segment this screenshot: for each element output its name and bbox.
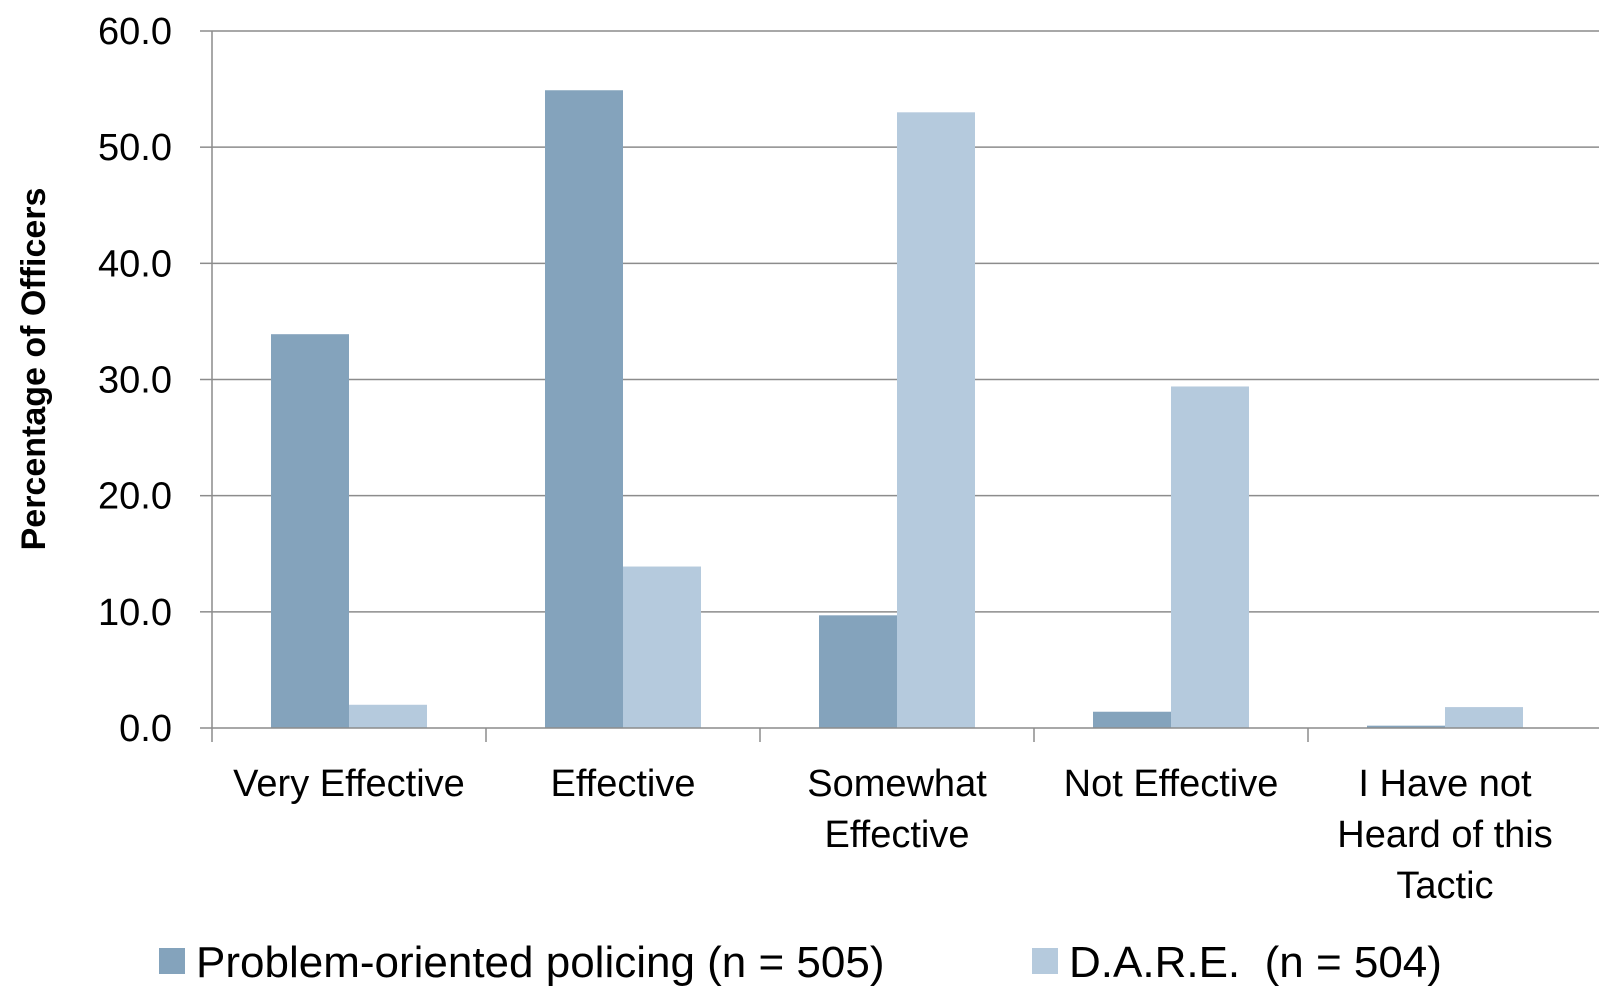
x-category-label: Very Effective: [233, 763, 465, 805]
bar-dare-3: [1171, 386, 1249, 728]
legend-swatch: [1032, 948, 1058, 974]
y-tick-label: 40.0: [98, 243, 172, 285]
x-category-labels: Very Effective Effective Somewhat Effective…: [233, 763, 1553, 907]
bars: [271, 90, 1523, 729]
y-tick-label: 30.0: [98, 360, 172, 402]
bar-problem-oriented-policing-1: [545, 90, 623, 729]
legend-label: Problem-oriented policing (n = 505): [196, 938, 885, 987]
x-category-label: Somewhat Effective: [807, 763, 987, 856]
bar-dare-0: [349, 704, 427, 728]
legend: Problem-oriented policing (n = 505) D.A.R…: [159, 938, 1442, 987]
y-tick-label: 10.0: [98, 592, 172, 634]
x-category-label-line: I Have not: [1358, 763, 1532, 805]
bar-problem-oriented-policing-3: [1093, 711, 1171, 728]
bar-dare-2: [897, 112, 975, 729]
y-axis-title: Percentage of Officers: [15, 188, 53, 551]
axes: [200, 30, 1599, 742]
x-category-label-line: Effective: [824, 814, 969, 856]
bar-dare-4: [1445, 707, 1523, 728]
x-category-label: Not Effective: [1064, 763, 1279, 805]
x-category-label-line: Heard of this: [1337, 814, 1552, 856]
x-category-label-line: Not Effective: [1064, 763, 1279, 805]
x-category-label-line: Effective: [550, 763, 695, 805]
y-tick-label: 60.0: [98, 11, 172, 53]
y-tick-label: 20.0: [98, 476, 172, 518]
legend-label: D.A.R.E. (n = 504): [1069, 938, 1442, 987]
bar-dare-1: [623, 566, 701, 728]
x-category-label: I Have not Heard of this Tactic: [1337, 763, 1552, 907]
legend-swatch: [159, 948, 185, 974]
bar-problem-oriented-policing-4: [1367, 725, 1445, 728]
x-category-label-line: Very Effective: [233, 763, 465, 805]
y-tick-label: 0.0: [119, 708, 172, 750]
bar-problem-oriented-policing-2: [819, 615, 897, 728]
y-tick-labels: 0.0 10.0 20.0 30.0 40.0 50.0 60.0: [98, 11, 172, 750]
x-category-label-line: Somewhat: [807, 763, 987, 805]
bar-problem-oriented-policing-0: [271, 334, 349, 728]
x-category-label: Effective: [550, 763, 695, 805]
y-tick-label: 50.0: [98, 127, 172, 169]
x-category-label-line: Tactic: [1396, 865, 1493, 907]
